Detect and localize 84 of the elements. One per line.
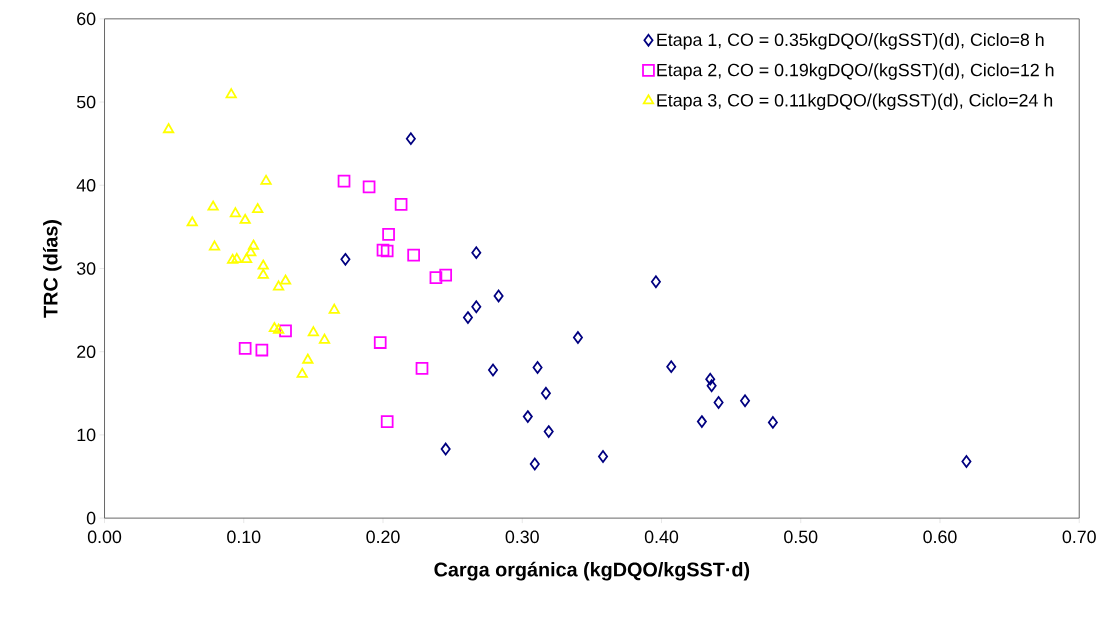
point bbox=[529, 457, 540, 471]
point bbox=[493, 289, 504, 303]
x-tick-label: 0.00 bbox=[87, 530, 122, 543]
point bbox=[186, 216, 198, 227]
y-tick-label: 50 bbox=[76, 95, 96, 109]
point bbox=[376, 243, 390, 257]
y-axis-title: TRC (días) bbox=[42, 219, 62, 318]
point bbox=[705, 372, 716, 386]
legend-label: Etapa 2, CO = 0.19kgDQO/(kgSST)(d), Ciclo=12 h bbox=[657, 63, 1054, 80]
point bbox=[439, 268, 453, 282]
point bbox=[540, 386, 551, 400]
point bbox=[380, 415, 394, 428]
point bbox=[394, 197, 408, 211]
point bbox=[961, 455, 972, 468]
point bbox=[340, 252, 351, 266]
point bbox=[257, 268, 269, 279]
point bbox=[382, 227, 395, 241]
x-axis-title: Carga orgánica (kgDQO/kgSST·d) bbox=[434, 561, 750, 581]
point bbox=[415, 361, 429, 375]
point bbox=[208, 240, 221, 251]
point bbox=[429, 271, 443, 284]
point bbox=[252, 202, 264, 213]
x-tick-label: 0.30 bbox=[505, 530, 539, 543]
x-tick-label: 0.50 bbox=[784, 530, 818, 543]
point bbox=[373, 336, 387, 349]
x-tick-label: 0.20 bbox=[366, 530, 400, 543]
point bbox=[767, 415, 778, 429]
point bbox=[272, 280, 285, 291]
point bbox=[296, 367, 308, 378]
point bbox=[272, 323, 285, 334]
point bbox=[337, 174, 351, 188]
y-tick-label: 30 bbox=[76, 262, 96, 275]
x-tick-label: 0.10 bbox=[227, 530, 261, 543]
point bbox=[260, 174, 272, 185]
x-tick-label: 0.70 bbox=[1062, 530, 1096, 543]
point bbox=[279, 274, 292, 285]
point bbox=[471, 300, 482, 313]
point bbox=[522, 410, 533, 423]
y-tick-label: 60 bbox=[77, 12, 96, 25]
y-tick-label: 20 bbox=[77, 345, 96, 358]
point bbox=[650, 275, 661, 288]
point bbox=[532, 360, 543, 374]
point bbox=[231, 252, 243, 263]
y-tick-label: 10 bbox=[77, 428, 96, 442]
point bbox=[713, 395, 724, 409]
x-tick-label: 0.40 bbox=[644, 530, 679, 543]
point bbox=[227, 253, 239, 264]
point bbox=[572, 331, 583, 344]
point bbox=[666, 360, 677, 373]
point bbox=[407, 248, 420, 262]
legend-label: Etapa 3, CO = 0.11kgDQO/(kgSST)(d), Ciclo=24 h bbox=[657, 93, 1053, 110]
y-tick-label: 0 bbox=[86, 511, 96, 525]
point bbox=[245, 246, 257, 257]
point bbox=[279, 324, 292, 338]
point bbox=[740, 394, 751, 407]
legend-label: Etapa 1, CO = 0.35kgDQO/(kgSST)(d), Ciclo=8 h bbox=[657, 32, 1044, 50]
point bbox=[362, 180, 376, 194]
point bbox=[543, 425, 554, 438]
point bbox=[268, 321, 281, 332]
point bbox=[225, 88, 237, 99]
point bbox=[207, 200, 219, 211]
point bbox=[307, 326, 319, 337]
point bbox=[488, 363, 498, 377]
point bbox=[257, 259, 269, 270]
point bbox=[318, 333, 331, 344]
point bbox=[462, 311, 473, 324]
point bbox=[380, 244, 394, 258]
point bbox=[328, 303, 340, 314]
point bbox=[240, 252, 253, 263]
point bbox=[598, 450, 608, 463]
point bbox=[471, 246, 482, 259]
point bbox=[238, 341, 252, 355]
point bbox=[302, 353, 314, 364]
point bbox=[405, 132, 416, 145]
y-tick-label: 40 bbox=[76, 178, 96, 192]
x-tick-label: 0.60 bbox=[923, 530, 957, 543]
point bbox=[696, 415, 707, 428]
point bbox=[440, 442, 451, 456]
point bbox=[255, 343, 269, 357]
point bbox=[239, 213, 251, 224]
point bbox=[706, 379, 717, 392]
point bbox=[247, 239, 260, 250]
point bbox=[162, 123, 175, 133]
point bbox=[229, 207, 242, 218]
